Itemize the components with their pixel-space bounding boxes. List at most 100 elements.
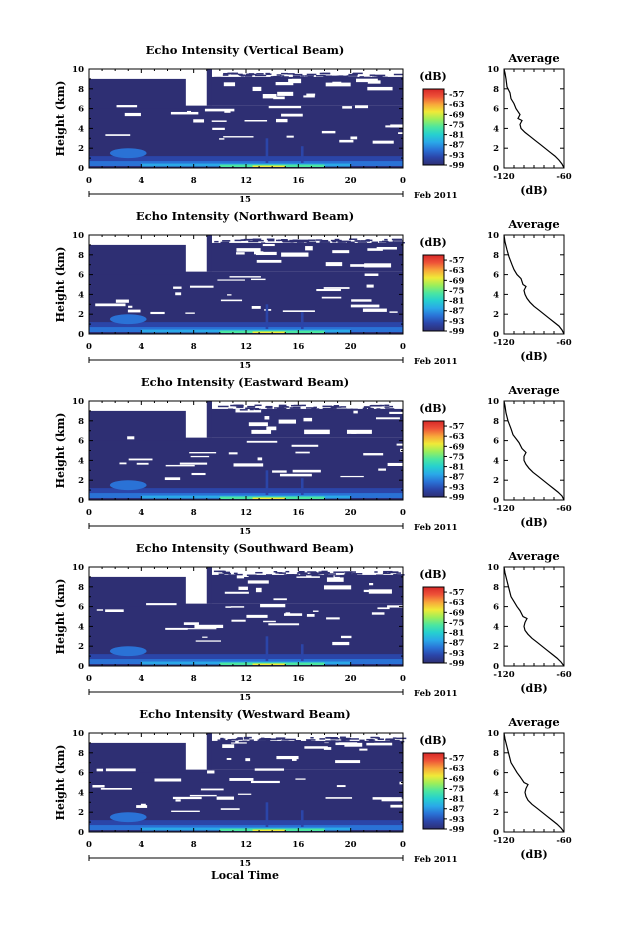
heatmap-pixel — [311, 572, 318, 574]
heatmap-gap — [326, 577, 344, 582]
heatmap-pixel — [376, 76, 383, 78]
heatmap-pixel — [235, 573, 243, 576]
heatmap-pixel — [223, 72, 231, 75]
heatmap-gap — [246, 440, 278, 443]
heatmap-pixel — [323, 571, 330, 574]
heatmap-gap — [146, 603, 177, 606]
colorbar-tick-label: -63 — [449, 598, 464, 608]
heatmap-pixel — [315, 239, 323, 241]
heatmap-pixel — [375, 737, 380, 739]
heatmap-pixel — [352, 73, 358, 75]
colorbar-tick-label: -93 — [449, 649, 464, 659]
heatmap-pixel — [360, 240, 370, 242]
heatmap-pixel — [317, 574, 325, 577]
heatmap-gap — [252, 86, 262, 92]
colorbar-tick-label: -69 — [449, 442, 464, 452]
profile-y-tick-label: 10 — [487, 65, 499, 75]
heatmap-gap — [235, 409, 262, 413]
heatmap-pixel — [339, 736, 346, 739]
colorbar-tick-label: -75 — [449, 784, 464, 794]
heatmap-gap — [229, 276, 261, 278]
heatmap-gap — [399, 781, 403, 785]
heatmap-pixel — [324, 76, 332, 78]
heatmap-pixel — [391, 241, 402, 244]
heatmap-pixel — [379, 404, 385, 407]
colorbar-tick-label: -57 — [449, 256, 464, 266]
heatmap — [89, 567, 405, 666]
profile-x-tick-label: -60 — [556, 670, 571, 680]
colorbar-tick-label: -57 — [449, 422, 464, 432]
heatmap-pixel — [373, 76, 377, 79]
heatmap-gap — [275, 118, 288, 123]
heatmap-pixel — [265, 73, 272, 75]
profile-y-tick-label: 2 — [493, 642, 499, 652]
x-tick-label: 16 — [292, 508, 304, 518]
colorbar-tick-label: -63 — [449, 764, 464, 774]
profile-title: Average — [507, 715, 559, 729]
colorbar-tick-label: -87 — [449, 805, 464, 815]
colorbar-tick-label: -81 — [449, 297, 464, 307]
heatmap-gap — [362, 308, 387, 312]
heatmap-pixel — [233, 572, 238, 575]
heatmap-gap — [375, 417, 400, 420]
heatmap-blob — [109, 812, 147, 823]
colorbar-unit: (dB) — [419, 236, 446, 249]
heatmap-pixel — [325, 573, 337, 575]
heatmap-pixel — [247, 405, 256, 408]
profile-x-label: (dB) — [520, 848, 547, 861]
heatmap-pixel — [273, 571, 278, 573]
heatmap-gap — [367, 248, 383, 251]
heatmap-pixel — [312, 409, 324, 411]
heatmap-band — [252, 663, 286, 666]
heatmap-pixel — [292, 73, 303, 76]
heatmap-pixel — [298, 571, 305, 573]
y-tick-label: 6 — [78, 437, 84, 447]
x-tick-label: 16 — [292, 840, 304, 850]
heatmap-pixel — [285, 738, 296, 741]
colorbar-tick-label: -93 — [449, 483, 464, 493]
heatmap-pixel — [218, 570, 226, 573]
panel-1: Echo Intensity (Vertical Beam) 0 2 4 6 8 10 Hei… — [54, 43, 572, 205]
heatmap-gap — [381, 798, 403, 802]
heatmap-pixel — [245, 407, 255, 410]
heatmap — [89, 733, 407, 832]
heatmap-gap — [263, 620, 276, 623]
y-tick-label: 0 — [78, 330, 84, 340]
heatmap-pixel — [281, 739, 289, 741]
heatmap-gap — [183, 628, 217, 630]
heatmap-pixel — [284, 574, 289, 576]
heatmap-pixel — [308, 241, 317, 243]
x-tick-label: 16 — [292, 176, 304, 186]
heatmap-streak — [265, 802, 269, 828]
colorbar-tick-label: -93 — [449, 151, 464, 161]
heatmap-pixel — [359, 739, 365, 742]
heatmap-gap — [170, 111, 199, 115]
heatmap-gap — [363, 453, 384, 456]
heatmap-gap — [340, 475, 364, 478]
heatmap-pixel — [368, 739, 375, 741]
heatmap-gap — [306, 93, 316, 96]
heatmap-band — [89, 156, 403, 167]
heatmap-pixel — [261, 242, 266, 244]
heatmap-gap — [95, 303, 126, 307]
heatmap-gap — [346, 429, 372, 434]
heatmap-pixel — [382, 572, 391, 575]
profile-y-tick-label: 8 — [493, 417, 499, 427]
heatmap-pixel — [391, 238, 403, 241]
y-tick-label: 4 — [78, 456, 84, 466]
x-tick-label: 12 — [240, 840, 252, 850]
profile-y-tick-label: 10 — [487, 563, 499, 573]
heatmap-gap — [220, 299, 243, 302]
heatmap-gap — [248, 422, 268, 427]
profile-x-tick-label: -120 — [493, 172, 514, 182]
heatmap-pixel — [320, 239, 329, 242]
heatmap-gap — [237, 793, 252, 795]
heatmap-gap — [252, 429, 259, 432]
heatmap-pixel — [377, 75, 383, 77]
heatmap-gap — [387, 462, 403, 466]
heatmap-gap — [124, 112, 141, 117]
heatmap-gap — [323, 287, 350, 289]
y-axis-label: Height (km) — [54, 579, 67, 655]
heatmap-pixel — [335, 740, 346, 742]
heatmap-blob — [109, 646, 147, 657]
